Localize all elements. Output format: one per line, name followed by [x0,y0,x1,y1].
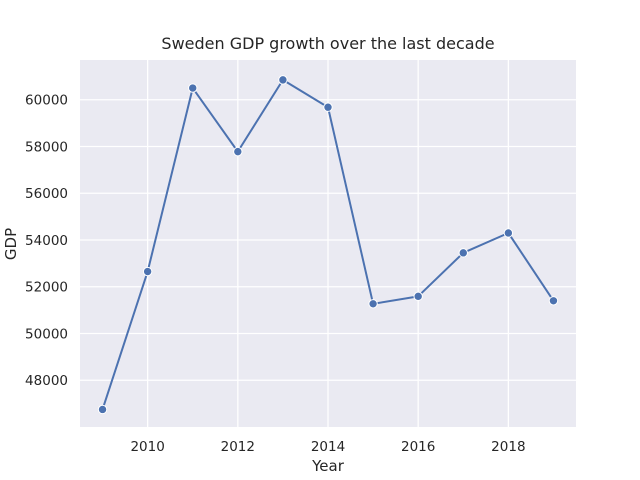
data-point-2016 [413,291,423,302]
data-point-2010 [142,266,153,277]
data-point-2009 [97,404,108,415]
y-tick-label: 52000 [25,280,68,296]
data-point-2018 [503,228,514,238]
x-axis-label: Year [311,457,345,475]
data-point-2019 [548,296,559,306]
y-tick-labels: 48000 50000 52000 54000 56000 58000 60000 [25,93,68,390]
y-tick-label: 60000 [25,93,68,109]
y-axis-label: GDP [2,228,20,260]
data-point-2013 [278,75,288,85]
y-tick-label: 56000 [25,186,68,202]
data-point-2012 [233,146,243,157]
x-tick-label: 2018 [491,439,525,455]
chart-title: Sweden GDP growth over the last decade [161,34,494,53]
x-gridlines [147,60,509,427]
x-tick-label: 2016 [401,439,435,455]
data-point-2015 [368,299,378,309]
data-point-2014 [323,102,333,112]
data-point-2011 [188,83,198,93]
x-tick-label: 2012 [221,439,255,455]
y-tick-label: 58000 [25,139,68,155]
series-layer [97,75,559,415]
y-tick-label: 50000 [25,326,68,342]
data-point-2017 [458,248,468,258]
x-tick-label: 2010 [130,439,164,455]
x-tick-label: 2014 [311,439,345,455]
y-tick-label: 48000 [25,373,68,389]
y-tick-label: 54000 [25,233,68,249]
x-tick-labels: 2010 2012 2014 2016 2018 [130,439,525,455]
